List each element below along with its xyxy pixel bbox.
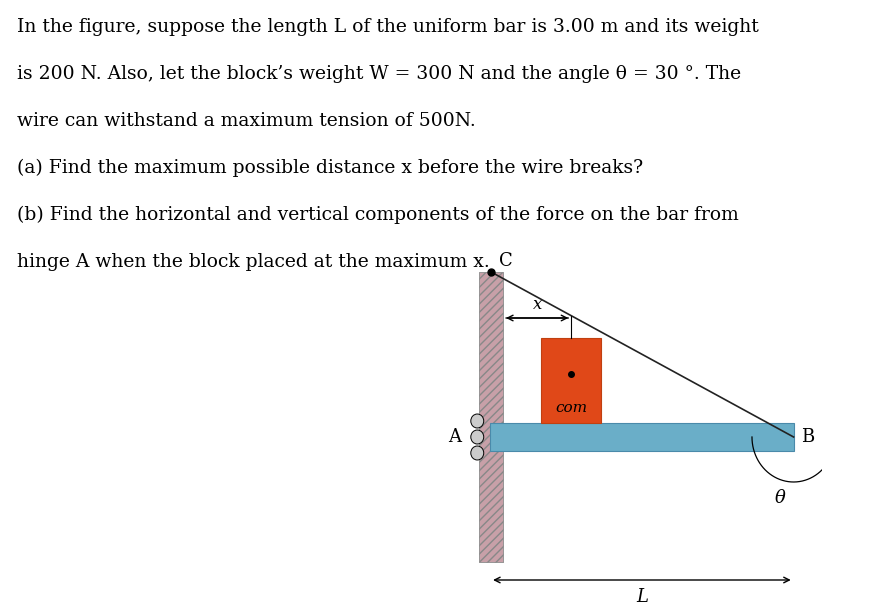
Text: com: com bbox=[555, 401, 588, 415]
Circle shape bbox=[471, 446, 484, 460]
Text: θ: θ bbox=[774, 489, 786, 507]
Bar bbox=[490, 423, 794, 451]
Text: wire can withstand a maximum tension of 500N.: wire can withstand a maximum tension of … bbox=[17, 112, 476, 130]
Text: (b) Find the horizontal and vertical components of the force on the bar from: (b) Find the horizontal and vertical com… bbox=[17, 206, 739, 224]
Circle shape bbox=[471, 414, 484, 428]
Text: L: L bbox=[636, 588, 648, 606]
Text: In the figure, suppose the length L of the uniform bar is 3.00 m and its weight: In the figure, suppose the length L of t… bbox=[17, 18, 758, 36]
Text: hinge A when the block placed at the maximum x.: hinge A when the block placed at the max… bbox=[17, 253, 490, 271]
Text: (a) Find the maximum possible distance x before the wire breaks?: (a) Find the maximum possible distance x… bbox=[17, 159, 643, 177]
Circle shape bbox=[471, 430, 484, 444]
Text: x: x bbox=[533, 296, 542, 313]
Text: A: A bbox=[448, 428, 461, 446]
Text: C: C bbox=[499, 252, 512, 270]
Bar bbox=[479, 272, 503, 562]
Bar bbox=[541, 338, 601, 423]
Bar bbox=[479, 272, 503, 562]
Text: is 200 N. Also, let the block’s weight W = 300 N and the angle θ = 30 °. The: is 200 N. Also, let the block’s weight W… bbox=[17, 65, 741, 83]
Text: B: B bbox=[801, 428, 814, 446]
